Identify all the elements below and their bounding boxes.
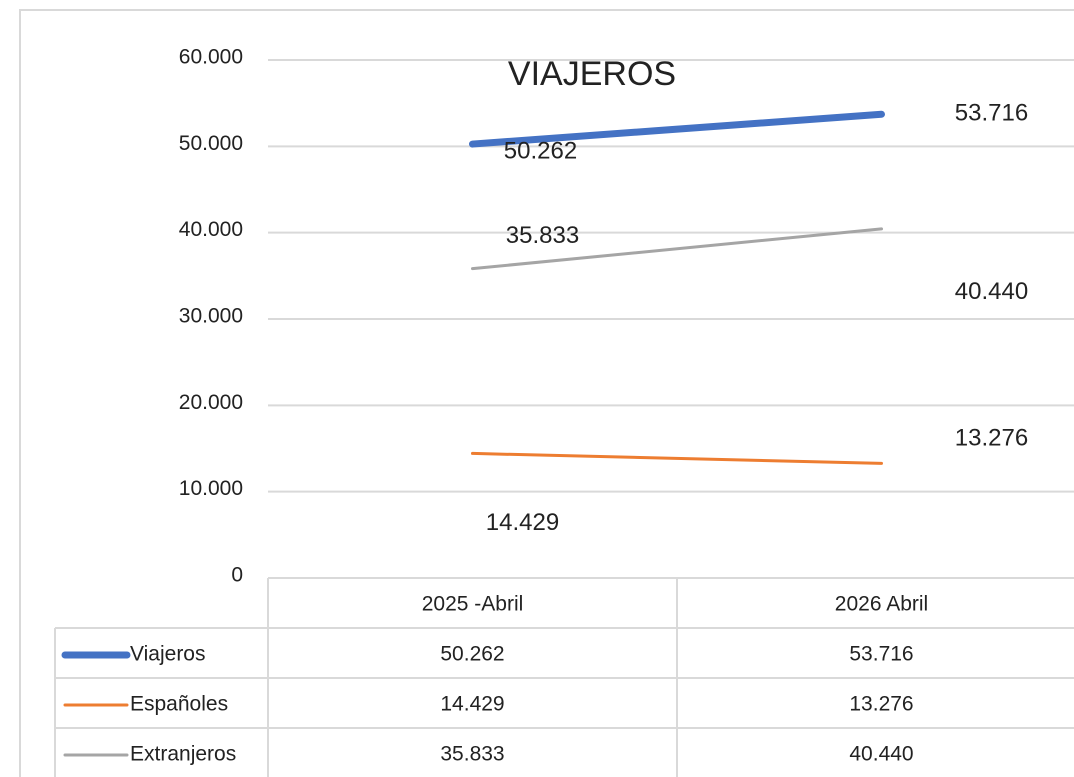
legend-label: Viajeros [130,643,206,666]
table-cell: 53.716 [849,643,913,666]
table-cell: 14.429 [440,693,504,716]
legend-label: Extranjeros [130,743,236,766]
y-tick-label: 60.000 [179,46,243,69]
chart-frame [19,9,1074,777]
data-label: 53.716 [955,100,1028,127]
y-tick-label: 20.000 [179,391,243,414]
series-line [469,110,885,148]
table-cell: 40.440 [849,743,913,766]
series-line [471,451,883,465]
chart-title: VIAJEROS [508,55,676,93]
y-tick-label: 30.000 [179,305,243,328]
data-label: 50.262 [504,137,577,164]
table-cell: 50.262 [440,643,504,666]
legend-label: Españoles [130,693,228,716]
table-cell: 13.276 [849,693,913,716]
data-label: 40.440 [955,278,1028,305]
x-tick-label: 2026 Abril [835,593,928,616]
data-label: 13.276 [955,425,1028,452]
y-tick-label: 40.000 [179,218,243,241]
x-tick-label: 2025 -Abril [422,593,524,616]
y-tick-label: 0 [231,564,243,587]
y-tick-label: 50.000 [179,132,243,155]
data-label: 35.833 [506,222,579,249]
series-line [471,227,883,271]
table-cell: 35.833 [440,743,504,766]
data-label: 14.429 [486,509,559,536]
y-tick-label: 10.000 [179,477,243,500]
